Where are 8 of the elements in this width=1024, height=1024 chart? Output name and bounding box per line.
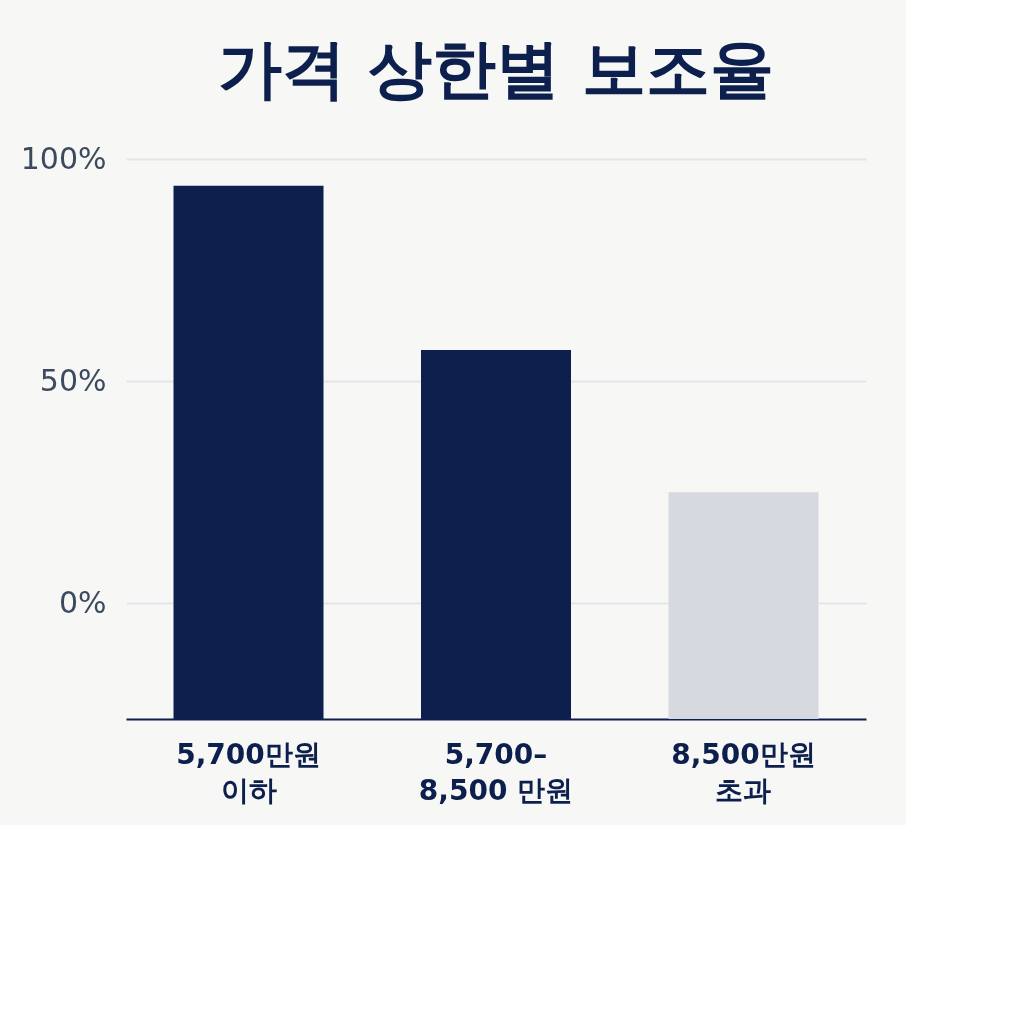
bar	[668, 492, 819, 719]
x-tick-label: 8,500만원 초과	[671, 737, 816, 807]
x-tick-label: 5,700– 8,500 만원	[418, 737, 574, 807]
y-tick-label: 0%	[58, 584, 107, 620]
y-tick-label: 50%	[39, 362, 107, 398]
x-tick-label: 5,700만원 이하	[176, 737, 321, 807]
chart-title: 가격 상한별 보조율	[217, 32, 775, 106]
y-tick-label: 100%	[20, 140, 107, 176]
